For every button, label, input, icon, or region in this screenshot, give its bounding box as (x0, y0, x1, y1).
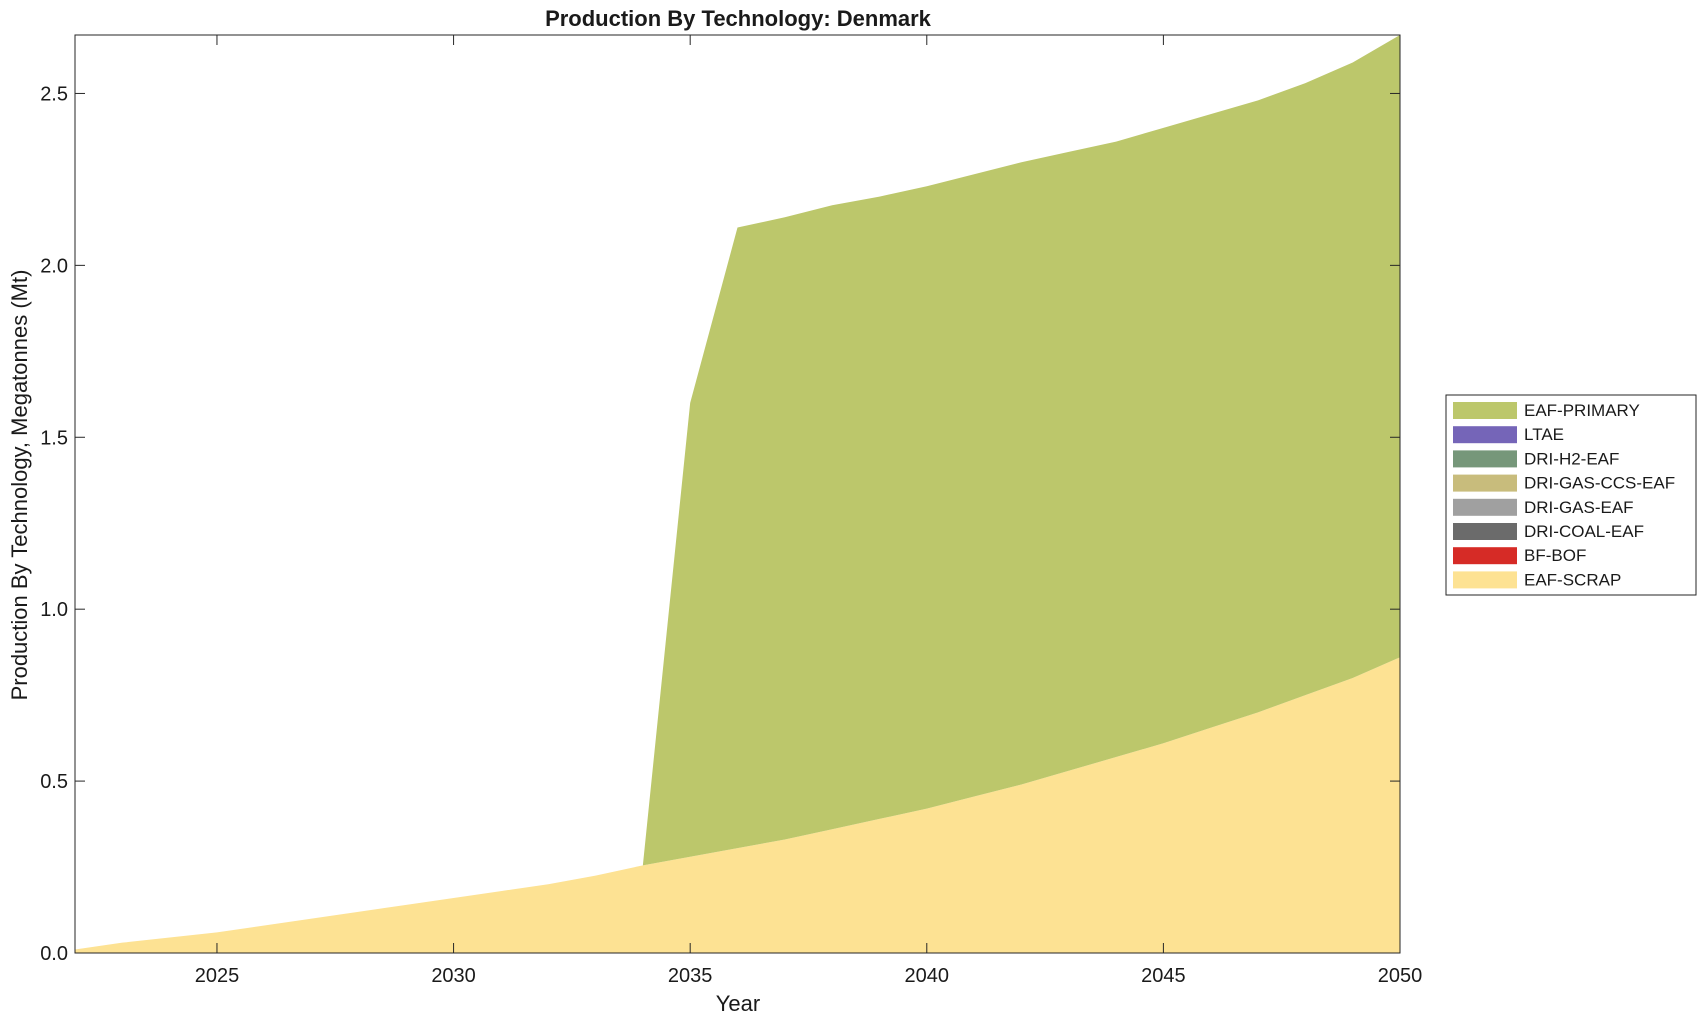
plot-frame (74, 34, 1401, 954)
y-tick-label: 2.0 (40, 255, 68, 277)
y-tick-label: 1.0 (40, 599, 68, 621)
x-tick-label: 2030 (431, 965, 476, 987)
y-tick-label: 1.5 (40, 427, 68, 449)
area-eaf-scrap (75, 657, 1400, 953)
x-tick-label: 2035 (668, 965, 713, 987)
legend-label-ltae: LTAE (1524, 425, 1564, 444)
x-tick-label: 2025 (195, 965, 240, 987)
legend-label-dri-coal-eaf: DRI-COAL-EAF (1524, 522, 1644, 541)
legend: EAF-PRIMARY LTAE DRI-H2-EAF DRI-GAS-CCS-EAF… (1445, 394, 1697, 596)
chart-title: Production By Technology: Denmark (545, 6, 932, 31)
y-tick-label: 2.5 (40, 83, 68, 105)
legend-label-dri-h2-eaf: DRI-H2-EAF (1524, 449, 1619, 468)
axes-group: 2025 2030 2035 2040 2045 2050 0.0 0.5 1.0 1.5 2.0 2… (40, 34, 1423, 987)
y-tick-label: 0.0 (40, 943, 68, 965)
x-tick-label: 2040 (905, 965, 950, 987)
area-series-group (75, 35, 1400, 953)
legend-swatch-dri-gas-eaf (1453, 498, 1517, 516)
legend-label-bf-bof: BF-BOF (1524, 546, 1586, 565)
legend-swatch-dri-gas-ccs-eaf (1453, 474, 1517, 492)
x-axis-label: Year (716, 991, 760, 1016)
legend-label-eaf-scrap: EAF-SCRAP (1524, 570, 1621, 589)
legend-label-dri-gas-ccs-eaf: DRI-GAS-CCS-EAF (1524, 474, 1675, 493)
x-tick-label: 2050 (1378, 965, 1423, 987)
legend-swatch-eaf-scrap (1453, 571, 1517, 589)
y-tick-label: 0.5 (40, 771, 68, 793)
y-axis-label: Production By Technology, Megatonnes (Mt… (7, 270, 32, 701)
legend-label-eaf-primary: EAF-PRIMARY (1524, 401, 1640, 420)
legend-swatch-bf-bof (1453, 547, 1517, 565)
legend-swatch-dri-h2-eaf (1453, 450, 1517, 468)
x-tick-label: 2045 (1141, 965, 1186, 987)
legend-swatch-eaf-primary (1453, 402, 1517, 419)
legend-swatch-dri-coal-eaf (1453, 523, 1517, 540)
legend-swatch-ltae (1453, 426, 1517, 444)
legend-label-dri-gas-eaf: DRI-GAS-EAF (1524, 498, 1634, 517)
area-eaf-primary (642, 35, 1400, 866)
